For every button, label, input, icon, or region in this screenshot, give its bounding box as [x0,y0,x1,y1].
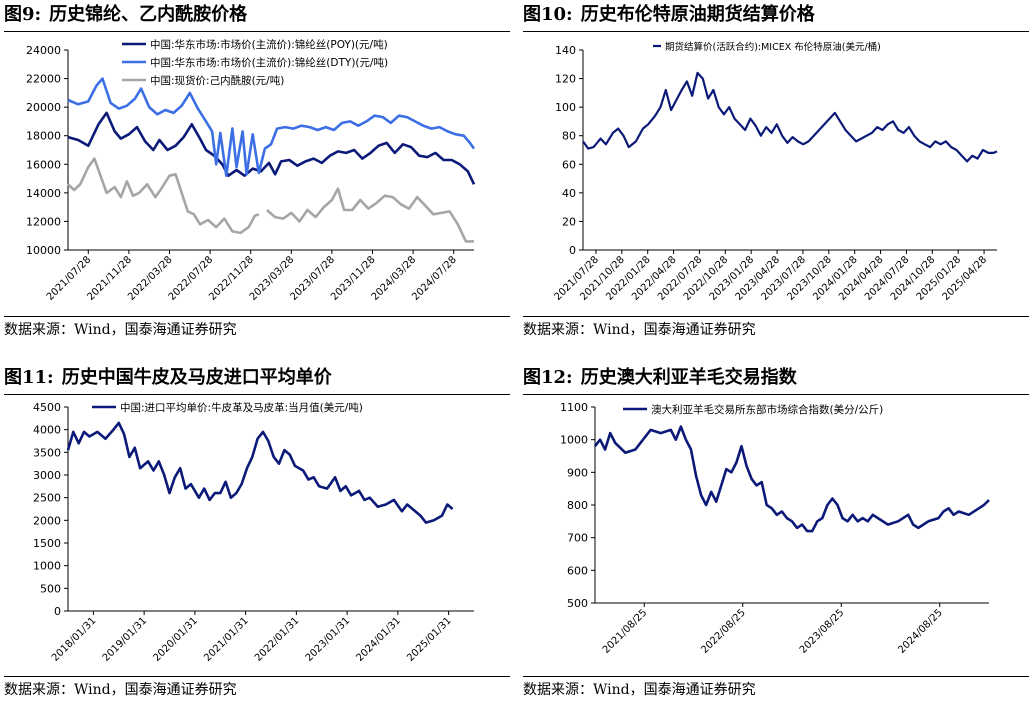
source-rule [523,676,1029,677]
series-line [67,77,476,177]
y-tick-label: 18000 [26,130,61,143]
series-line [66,421,454,524]
chart-panel-9: 图9: 历史锦纶、乙内酰胺价格 10000 12000 14000 16000 18000… [4,0,510,351]
y-tick-label: 1000 [560,434,588,447]
chart-title-10: 图10: 历史布伦特原油期货结算价格 [523,0,1029,30]
y-tick-label: 500 [567,597,588,610]
source-rule [4,316,510,317]
x-tick-label: 2018/01/31 [50,615,99,664]
chart-panel-11: 图11: 历史中国牛皮及马皮进口平均单价 0 500 1000 1500 2000 2500… [4,363,510,702]
title-rule [523,31,1029,32]
x-tick-label: 2024/08/25 [896,607,945,656]
figure-title: 历史布伦特原油期货结算价格 [580,4,815,25]
figure-number: 图9: [4,4,42,25]
legend-label: 中国:现货价:己内酰胺(元/吨) [150,74,284,87]
y-tick-label: 100 [555,101,576,114]
source-rule [4,676,510,677]
y-tick-label: 60 [562,158,576,171]
figure-number: 图10: [523,4,573,25]
figure-title: 历史澳大利亚羊毛交易指数 [580,367,797,388]
y-tick-label: 22000 [26,73,61,86]
chart-panel-10: 图10: 历史布伦特原油期货结算价格 0 20 40 60 80 100 120 140 2021… [523,0,1029,351]
source-note: 数据来源：Wind，国泰海通证券研究 [4,682,237,698]
x-tick-label: 2023/08/25 [798,607,847,656]
chart-title-11: 图11: 历史中国牛皮及马皮进口平均单价 [4,363,510,393]
y-tick-label: 500 [40,582,61,595]
y-tick-label: 80 [562,130,576,143]
x-tick-label: 2019/01/31 [101,615,150,664]
line-chart-10: 0204060801001201402021/07/282021/10/2820… [553,41,998,303]
y-tick-label: 0 [54,605,61,618]
source-note: 数据来源：Wind，国泰海通证券研究 [523,322,756,338]
y-tick-label: 12000 [26,215,61,228]
legend-label: 中国:华东市场:市场价(主流价):锦纶丝(DTY)(元/吨) [150,56,388,69]
y-tick-label: 140 [555,44,576,57]
title-rule [4,394,510,395]
line-chart-12: 500 600 700 800 900 1000 1100 2021/08/25 2022/08… [560,401,990,656]
series-line [67,111,476,185]
title-rule [4,31,510,32]
chart-panel-12: 图12: 历史澳大利亚羊毛交易指数 500 600 700 800 900 1000 1100… [523,363,1029,702]
x-tick-label: 2022/01/31 [253,615,302,664]
source-rule [523,316,1029,317]
y-tick-label: 0 [569,244,576,257]
title-rule [523,394,1029,395]
y-tick-label: 2000 [33,514,61,527]
y-tick-label: 10000 [26,244,61,257]
y-tick-label: 600 [567,564,588,577]
y-tick-label: 900 [567,466,588,479]
y-tick-label: 3000 [33,469,61,482]
y-tick-label: 40 [562,187,576,200]
y-tick-label: 4500 [33,401,61,414]
y-tick-label: 14000 [26,187,61,200]
series-line [266,187,474,243]
y-tick-label: 24000 [26,44,61,57]
y-tick-label: 2500 [33,492,61,505]
figure-title: 历史锦纶、乙内酰胺价格 [49,4,248,25]
y-tick-label: 20 [562,215,576,228]
legend-label: 澳大利亚羊毛交易所东部市场综合指数(美分/公斤) [651,403,883,416]
y-tick-label: 1500 [33,537,61,550]
figure-number: 图12: [523,367,573,388]
y-tick-label: 16000 [26,158,61,171]
y-tick-label: 800 [567,499,588,512]
line-chart-9: 10000 12000 14000 16000 18000 20000 22000 24000… [26,38,476,303]
chart-title-12: 图12: 历史澳大利亚羊毛交易指数 [523,363,1029,393]
y-tick-label: 20000 [26,101,61,114]
series-line [67,157,260,235]
x-tick-label: 2024/01/31 [354,615,403,664]
chart-title-9: 图9: 历史锦纶、乙内酰胺价格 [4,0,510,30]
x-tick-label: 2021/01/31 [202,615,251,664]
y-tick-label: 1100 [560,401,588,414]
series-line [582,71,998,163]
figure-title: 历史中国牛皮及马皮进口平均单价 [61,367,332,388]
x-tick-label: 2022/08/25 [699,607,748,656]
legend-label: 期货结算价(活跃合约):MICEX 布伦特原油(美元/桶) [665,41,881,53]
source-note: 数据来源：Wind，国泰海通证券研究 [4,322,237,338]
y-tick-label: 3500 [33,446,61,459]
x-tick-label: 2025/01/31 [405,615,454,664]
y-tick-label: 1000 [33,560,61,573]
legend-label: 中国:华东市场:市场价(主流价):锦纶丝(POY)(元/吨) [150,38,388,51]
legend-label: 中国:进口平均单价:牛皮革及马皮革:当月值(美元/吨) [120,401,363,414]
x-tick-label: 2020/01/31 [151,615,200,664]
figure-number: 图11: [4,367,54,388]
source-note: 数据来源：Wind，国泰海通证券研究 [523,682,756,698]
series-line [593,425,990,533]
y-tick-label: 120 [555,73,576,86]
x-tick-label: 2021/08/25 [601,607,650,656]
x-tick-label: 2023/01/31 [304,615,353,664]
y-tick-label: 700 [567,532,588,545]
line-chart-11: 0 500 1000 1500 2000 2500 3000 3500 4000 4500 2018… [33,401,474,664]
y-tick-label: 4000 [33,424,61,437]
